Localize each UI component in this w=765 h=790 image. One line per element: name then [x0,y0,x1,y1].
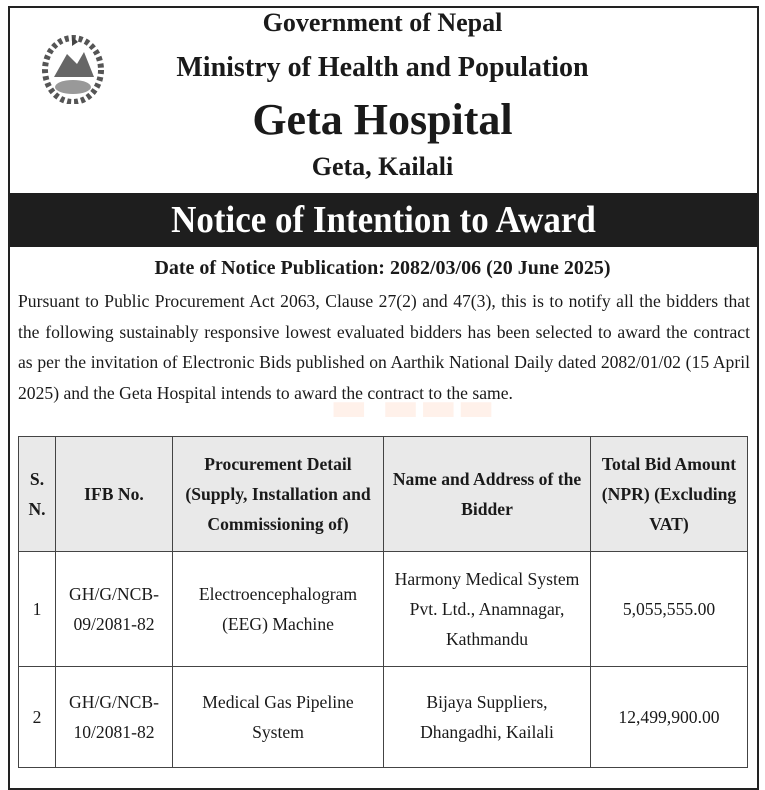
notice-title: Notice of Intention to Award [171,199,596,241]
nepal-emblem-icon [42,35,104,104]
notice-body: Pursuant to Public Procurement Act 2063,… [18,291,750,403]
watermark: ▬ ▬▬▬ [330,384,496,430]
table-header-row: S. N. IFB No. Procurement Detail (Supply… [18,436,748,552]
cell-detail: Electroencephalogram (EEG) Machine [172,551,384,667]
cell-ifb: GH/G/NCB-09/2081-82 [55,551,173,667]
col-detail: Procurement Detail (Supply, Installation… [172,436,384,552]
table-row: 2 GH/G/NCB-10/2081-82 Medical Gas Pipeli… [18,666,748,768]
cell-detail: Medical Gas Pipeline System [172,666,384,768]
government-heading: Government of Nepal [262,8,503,37]
cell-amount: 5,055,555.00 [590,551,748,667]
cell-amount: 12,499,900.00 [590,666,748,768]
col-amount: Total Bid Amount (NPR) (Excluding VAT) [590,436,748,552]
cell-sn: 2 [18,666,56,768]
cell-bidder: Harmony Medical System Pvt. Ltd., Anamna… [383,551,591,667]
col-sn: S. N. [18,436,56,552]
ministry-heading: Ministry of Health and Population [176,52,589,83]
award-table: S. N. IFB No. Procurement Detail (Supply… [18,436,748,768]
publication-date: Date of Notice Publication: 2082/03/06 (… [154,257,611,279]
cell-ifb: GH/G/NCB-10/2081-82 [55,666,173,768]
location-heading: Geta, Kailali [311,152,454,181]
cell-sn: 1 [18,551,56,667]
cell-bidder: Bijaya Suppliers, Dhangadhi, Kailali [383,666,591,768]
col-ifb: IFB No. [55,436,173,552]
table-row: 1 GH/G/NCB-09/2081-82 Electroencephalogr… [18,551,748,667]
title-band: Notice of Intention to Award [10,193,757,247]
hospital-heading: Geta Hospital [252,95,513,144]
col-bidder: Name and Address of the Bidder [383,436,591,552]
